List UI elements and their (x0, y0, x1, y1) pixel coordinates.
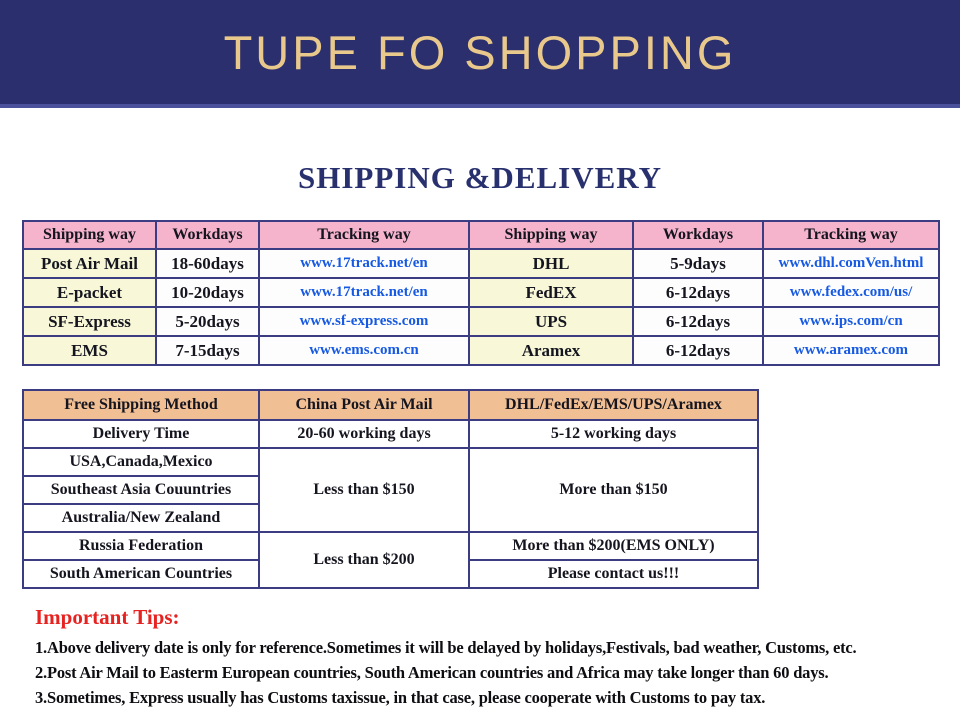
workdays-ups: 6-12days (632, 306, 764, 337)
tracking-cell: www.ems.com.cn (258, 335, 470, 366)
tracking-cell: www.ips.com/cn (762, 306, 940, 337)
shipping-table-header-row: Shipping way Workdays Tracking way Shipp… (22, 220, 940, 250)
tracking-link-17track[interactable]: www.17track.net/en (300, 284, 428, 300)
region-south-america: South American Countries (22, 559, 260, 589)
shipping-method-aramex: Aramex (468, 335, 634, 366)
contact-us-note: Please contact us!!! (468, 559, 759, 589)
tracking-cell: www.fedex.com/us/ (762, 277, 940, 308)
threshold-post-group2: Less than $200 (258, 531, 470, 589)
tracking-cell: www.17track.net/en (258, 277, 470, 308)
store-banner-title: TUPE FO SHOPPING (223, 25, 737, 79)
workdays-fedex: 6-12days (632, 277, 764, 308)
workdays-ems: 7-15days (155, 335, 260, 366)
threshold-post-group1: Less than $150 (258, 447, 470, 533)
tip-line-3: 3.Sometimes, Express usually has Customs… (35, 687, 766, 707)
col-header-shipping-way-right: Shipping way (468, 220, 634, 250)
tip-line-2: 2.Post Air Mail to Easterm European coun… (35, 662, 829, 682)
workdays-post-air-mail: 18-60days (155, 248, 260, 279)
free-table-header-row: Free Shipping Method China Post Air Mail… (22, 389, 759, 421)
region-southeast-asia: Southeast Asia Couuntries (22, 475, 260, 505)
tracking-link-ems[interactable]: www.ems.com.cn (309, 342, 419, 358)
table-row: Australia/New Zealand (22, 503, 758, 533)
top-banner: TUPE FO SHOPPING (0, 0, 960, 108)
free-shipping-table: Free Shipping Method China Post Air Mail… (22, 389, 759, 589)
table-row: Russia Federation Less than $200 More th… (22, 531, 759, 589)
region-russia: Russia Federation (22, 531, 260, 561)
col-header-tracking-way-right: Tracking way (762, 220, 940, 250)
col-header-workdays-right: Workdays (632, 220, 764, 250)
table-row: USA,Canada,Mexico Less than $150 More th… (22, 447, 759, 533)
shipping-method-post-air-mail: Post Air Mail (22, 248, 157, 279)
threshold-express-group2: More than $200(EMS ONLY) (468, 531, 759, 561)
table-row: SF-Express 5-20days www.sf-express.com U… (22, 306, 940, 337)
tracking-cell: www.17track.net/en (258, 248, 470, 279)
threshold-express-group1: More than $150 (468, 447, 759, 533)
shipping-method-sf-express: SF-Express (22, 306, 157, 337)
important-tips-section: Important Tips: 1.Above delivery date is… (35, 605, 960, 710)
workdays-epacket: 10-20days (155, 277, 260, 308)
shipping-method-epacket: E-packet (22, 277, 157, 308)
delivery-time-express: 5-12 working days (468, 419, 759, 449)
shipping-ways-table: Shipping way Workdays Tracking way Shipp… (22, 220, 940, 366)
region-usa-canada-mexico: USA,Canada,Mexico (22, 447, 260, 477)
table-row: Southeast Asia Couuntries (22, 475, 758, 505)
table-row: Post Air Mail 18-60days www.17track.net/… (22, 248, 940, 279)
tracking-cell: www.dhl.comVen.html (762, 248, 940, 279)
region-australia-nz: Australia/New Zealand (22, 503, 260, 533)
table-row: EMS 7-15days www.ems.com.cn Aramex 6-12d… (22, 335, 940, 366)
table-row: E-packet 10-20days www.17track.net/en Fe… (22, 277, 940, 308)
col-header-free-shipping-method: Free Shipping Method (22, 389, 260, 421)
shipping-method-ems: EMS (22, 335, 157, 366)
col-header-tracking-way-left: Tracking way (258, 220, 470, 250)
tracking-link-aramex[interactable]: www.aramex.com (793, 342, 909, 358)
page-title: SHIPPING &DELIVERY (298, 160, 662, 195)
col-header-shipping-way-left: Shipping way (22, 220, 157, 250)
tracking-cell: www.aramex.com (762, 335, 940, 366)
delivery-time-post: 20-60 working days (258, 419, 470, 449)
col-header-china-post: China Post Air Mail (258, 389, 470, 421)
col-header-workdays-left: Workdays (155, 220, 260, 250)
tracking-cell: www.sf-express.com (258, 306, 470, 337)
tracking-link-ups[interactable]: www.ips.com/cn (799, 313, 903, 329)
table-row: Delivery Time 20-60 working days 5-12 wo… (22, 419, 759, 449)
tracking-link-sf-express[interactable]: www.sf-express.com (299, 313, 429, 329)
tracking-link-fedex[interactable]: www.fedex.com/us/ (789, 284, 913, 300)
shipping-method-dhl: DHL (468, 248, 634, 279)
workdays-dhl: 5-9days (632, 248, 764, 279)
col-header-express-carriers: DHL/FedEx/EMS/UPS/Aramex (468, 389, 759, 421)
workdays-sf-express: 5-20days (155, 306, 260, 337)
table-row: South American Countries Please contact … (22, 559, 759, 589)
tracking-link-17track[interactable]: www.17track.net/en (300, 255, 428, 271)
tips-title: Important Tips: (35, 605, 180, 629)
shipping-method-ups: UPS (468, 306, 634, 337)
tracking-link-dhl[interactable]: www.dhl.comVen.html (778, 255, 924, 271)
shipping-method-fedex: FedEX (468, 277, 634, 308)
tip-line-1: 1.Above delivery date is only for refere… (35, 638, 857, 657)
workdays-aramex: 6-12days (632, 335, 764, 366)
delivery-time-label: Delivery Time (22, 419, 260, 449)
